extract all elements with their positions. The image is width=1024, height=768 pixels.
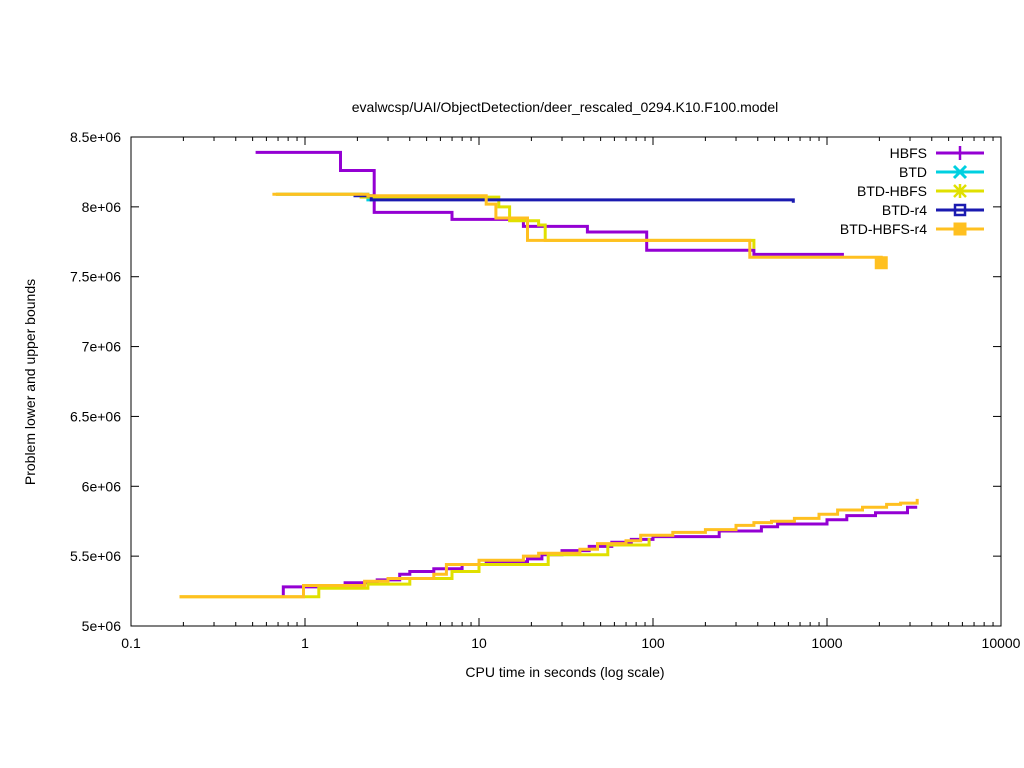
legend-marker-btd-r4: [953, 203, 967, 217]
end-markers: [874, 256, 888, 270]
x-axis: 0.1 1 10 100 1000 10000: [121, 137, 1021, 651]
y-axis-label: Problem lower and upper bounds: [22, 279, 38, 485]
x-tick-label: 1: [301, 635, 309, 651]
legend-marker-btd-hbfs-r4: [953, 222, 967, 236]
chart-title: evalwcsp/UAI/ObjectDetection/deer_rescal…: [352, 99, 778, 115]
series-line-btd-hbfs-lower: [179, 538, 651, 599]
y-tick-label: 7.5e+06: [70, 269, 121, 285]
y-tick-label: 6e+06: [82, 478, 122, 494]
x-tick-label: 10000: [982, 635, 1021, 651]
series-line-btd-hbfs-r4-lower: [179, 498, 919, 599]
x-tick-label: 10: [471, 635, 487, 651]
y-tick-label: 5e+06: [82, 618, 122, 634]
y-tick-label: 5.5e+06: [70, 548, 121, 564]
x-tick-label: 100: [641, 635, 665, 651]
legend: HBFS BTD BTD-HBFS BTD-r4 BTD-HBFS-r4: [840, 145, 984, 237]
data-marker: [874, 256, 888, 270]
x-tick-label: 1000: [811, 635, 842, 651]
legend-label-hbfs: HBFS: [890, 145, 927, 161]
y-axis: 5e+06 5.5e+06 6e+06 6.5e+06 7e+06 7.5e+06 8e+0…: [70, 129, 1001, 634]
legend-label-btd-hbfs-r4: BTD-HBFS-r4: [840, 221, 927, 237]
y-tick-label: 8e+06: [82, 199, 122, 215]
x-tick-label: 0.1: [121, 635, 141, 651]
legend-marker-btd: [952, 164, 968, 180]
legend-label-btd-hbfs: BTD-HBFS: [857, 183, 927, 199]
series-line-hbfs-upper: [255, 150, 844, 256]
legend-marker-btd-hbfs: [953, 184, 967, 198]
y-tick-label: 8.5e+06: [70, 129, 121, 145]
series-line-btd-hbfs-r4-upper: [272, 192, 883, 263]
x-axis-label: CPU time in seconds (log scale): [465, 664, 664, 680]
legend-marker-hbfs: [953, 146, 967, 160]
series-layer: [179, 150, 919, 599]
legend-label-btd: BTD: [899, 164, 927, 180]
y-tick-label: 7e+06: [82, 339, 122, 355]
legend-label-btd-r4: BTD-r4: [882, 202, 927, 218]
y-tick-label: 6.5e+06: [70, 408, 121, 424]
plot-frame: [130, 136, 1002, 627]
